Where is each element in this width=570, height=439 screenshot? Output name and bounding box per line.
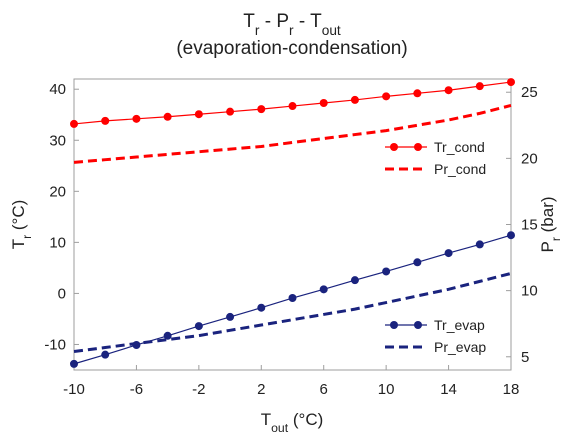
data-point-tr-cond [163, 112, 172, 121]
data-point-tr-cond [319, 98, 328, 107]
data-point-tr-cond [288, 102, 297, 111]
data-point-tr-cond [226, 107, 235, 116]
x-tick-label: 14 [440, 381, 457, 398]
legend-marker-tr-cond [390, 143, 398, 151]
x-tick-label: 10 [378, 381, 395, 398]
series-line-pr-evap [73, 271, 512, 353]
data-point-tr-cond [413, 89, 422, 98]
legend-label-pr-cond: Pr_cond [434, 161, 486, 177]
data-point-tr-evap [382, 267, 391, 276]
x-tick-label: 6 [320, 381, 328, 398]
y-right-tick-label: 20 [521, 150, 538, 167]
series-line-pr-cond [73, 104, 512, 164]
data-point-tr-cond [132, 114, 141, 123]
data-point-tr-evap [475, 240, 484, 249]
chart-title: Tr - Pr - Tout [243, 11, 341, 38]
y-right-tick-label: 5 [521, 349, 529, 366]
data-point-tr-cond [101, 116, 110, 125]
y-right-tick-label: 10 [521, 283, 538, 300]
data-point-tr-evap [444, 249, 453, 258]
x-axis-title: Tout (°C) [261, 410, 324, 435]
legend-label-tr-cond: Tr_cond [434, 139, 485, 155]
y-right-tick-label: 25 [521, 84, 538, 101]
legend-marker-tr-cond [414, 143, 422, 151]
data-point-tr-evap [194, 322, 203, 331]
data-point-tr-evap [319, 285, 328, 294]
x-tick-label: 2 [257, 381, 265, 398]
legend-marker-tr-evap [390, 321, 398, 329]
data-point-tr-cond [257, 105, 266, 114]
y-left-tick-label: 0 [58, 285, 66, 302]
y-left-tick-label: 20 [49, 183, 66, 200]
y-left-tick-label: 30 [49, 132, 66, 149]
y-left-tick-label: -10 [44, 336, 66, 353]
data-point-tr-evap [163, 331, 172, 340]
data-point-tr-cond [507, 78, 515, 87]
legend-label-tr-evap: Tr_evap [434, 317, 485, 333]
chart-subtitle: (evaporation-condensation) [176, 38, 407, 59]
data-point-tr-cond [382, 92, 391, 101]
y-left-tick-label: 40 [49, 81, 66, 98]
data-point-tr-cond [194, 110, 203, 119]
legend-label-pr-evap: Pr_evap [434, 339, 486, 355]
x-tick-label: -2 [192, 381, 205, 398]
y-right-tick-label: 15 [521, 217, 538, 234]
y-right-axis-title: Pr (bar) [538, 196, 563, 252]
data-point-tr-cond [350, 95, 359, 104]
legend-marker-tr-evap [414, 321, 422, 329]
y-left-axis-title: Tr (°C) [9, 200, 34, 250]
data-point-tr-cond [70, 119, 78, 128]
x-tick-label: 18 [503, 381, 520, 398]
data-point-tr-evap [257, 303, 266, 312]
data-point-tr-cond [444, 86, 453, 95]
data-point-tr-cond [475, 82, 484, 91]
data-point-tr-evap [70, 359, 78, 368]
data-point-tr-evap [413, 258, 422, 267]
x-tick-label: -6 [130, 381, 143, 398]
y-left-tick-label: 10 [49, 234, 66, 251]
data-point-tr-evap [350, 276, 359, 285]
data-point-tr-evap [507, 231, 515, 240]
x-tick-label: -10 [63, 381, 85, 398]
data-point-tr-evap [226, 312, 235, 321]
data-point-tr-evap [101, 350, 110, 359]
data-point-tr-evap [288, 294, 297, 303]
